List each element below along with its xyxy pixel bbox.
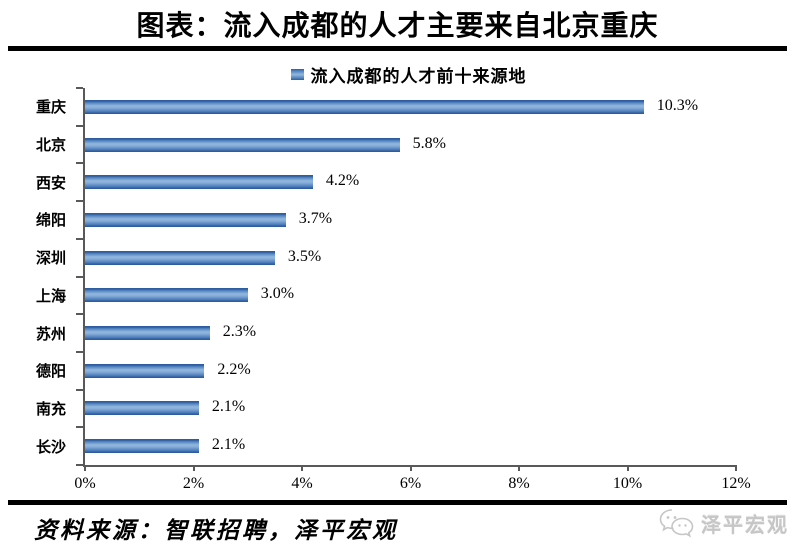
category-label: 重庆 [35,100,66,117]
x-axis-tick [735,465,737,471]
value-label: 3.7% [298,209,333,227]
category-label: 绵阳 [35,213,66,230]
y-axis-tick [76,388,83,391]
bar [85,250,275,265]
y-axis-tick [76,313,83,316]
category-label: 长沙 [35,439,66,456]
page-title: 图表：流入成都的人才主要来自北京重庆 [136,11,659,42]
x-axis-tick [301,465,303,471]
bar [85,175,313,190]
y-axis-tick [76,464,83,466]
x-tick-label: 0% [74,475,96,492]
y-axis-tick [76,162,83,165]
legend: 流入成都的人才前十来源地 [83,63,734,86]
wechat-icon [659,509,694,538]
bar [85,212,286,227]
x-tick-label: 8% [508,475,530,492]
y-axis-tick [76,200,83,203]
value-label: 2.1% [211,398,246,416]
y-axis-tick [76,237,83,240]
legend-label: 流入成都的人才前十来源地 [310,66,527,86]
x-tick-label: 12% [721,475,751,492]
bar [85,439,199,454]
x-axis-tick [626,465,629,471]
category-label: 苏州 [35,326,66,343]
bar [85,363,205,378]
category-label: 深圳 [35,251,66,268]
bar [85,288,248,303]
y-axis-tick [76,426,83,429]
watermark-logo: 泽平宏观 [658,507,789,539]
value-label: 2.2% [217,360,251,378]
watermark-text: 泽平宏观 [701,514,789,537]
category-label: 西安 [35,175,66,192]
bottom-divider [8,500,787,505]
value-label: 4.2% [325,172,360,190]
x-axis-tick [409,465,412,471]
x-tick-label: 2% [182,475,205,492]
y-axis-tick [76,124,83,127]
value-label: 3.0% [260,285,295,303]
y-axis-tick [76,350,83,353]
x-tick-label: 6% [399,475,422,492]
value-label: 3.5% [287,247,322,265]
value-label: 2.3% [222,323,257,341]
x-tick-label: 10% [612,475,643,492]
category-label: 上海 [35,288,66,305]
y-axis-category-labels: 重庆北京西安绵阳深圳上海苏州德阳南充长沙 [0,88,70,465]
value-label: 5.8% [412,134,446,152]
y-axis-tick [76,275,83,278]
y-axis-tick [76,87,83,89]
source-note: 资料来源：智联招聘，泽平宏观 [34,518,398,543]
value-label: 10.3% [656,96,699,114]
bar [85,326,210,341]
category-label: 南充 [35,401,66,418]
x-tick-label: 4% [291,475,313,492]
value-label: 2.1% [211,436,246,454]
bar [85,99,644,114]
category-label: 北京 [35,138,66,155]
category-label: 德阳 [35,364,66,381]
title-divider [8,46,787,51]
x-axis-tick [518,465,520,471]
bar [85,137,400,152]
bar [85,401,199,416]
chart-plot: 10.3% 5.8% 4.2% 3.7% 3.5% 3.0% 2.3% 2.2% 2.1% 2.1… [74,87,751,492]
x-axis-tick [192,465,195,471]
x-axis-tick [84,465,86,471]
legend-marker-icon [290,68,304,80]
